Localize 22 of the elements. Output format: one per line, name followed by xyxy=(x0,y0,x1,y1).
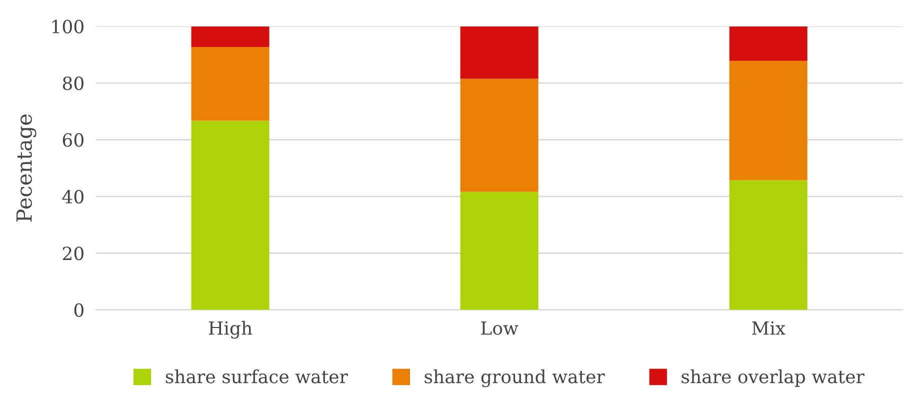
legend-label: share surface water xyxy=(166,369,348,384)
bar xyxy=(729,180,808,310)
bar xyxy=(191,47,270,121)
y-axis-title: Pecentage xyxy=(16,114,36,222)
bar xyxy=(729,26,808,61)
x-tick-label: High xyxy=(208,320,252,339)
legend-label: share ground water xyxy=(424,369,605,388)
y-tick-label: 20 xyxy=(62,246,84,260)
y-tick-label: 80 xyxy=(62,76,84,90)
bar xyxy=(460,192,538,310)
bar xyxy=(460,26,538,79)
bar xyxy=(191,120,270,310)
bar xyxy=(460,78,538,192)
bar xyxy=(729,60,808,180)
y-tick-label: 100 xyxy=(52,20,84,34)
y-tick-label: 40 xyxy=(62,190,84,204)
y-tick-label: 0 xyxy=(74,303,84,317)
x-tick-label: Low xyxy=(481,321,518,335)
legend-label: share overlap water xyxy=(682,369,864,387)
x-tick-label: Mix xyxy=(752,321,786,335)
y-tick-label: 60 xyxy=(62,133,84,147)
bar xyxy=(191,26,270,48)
